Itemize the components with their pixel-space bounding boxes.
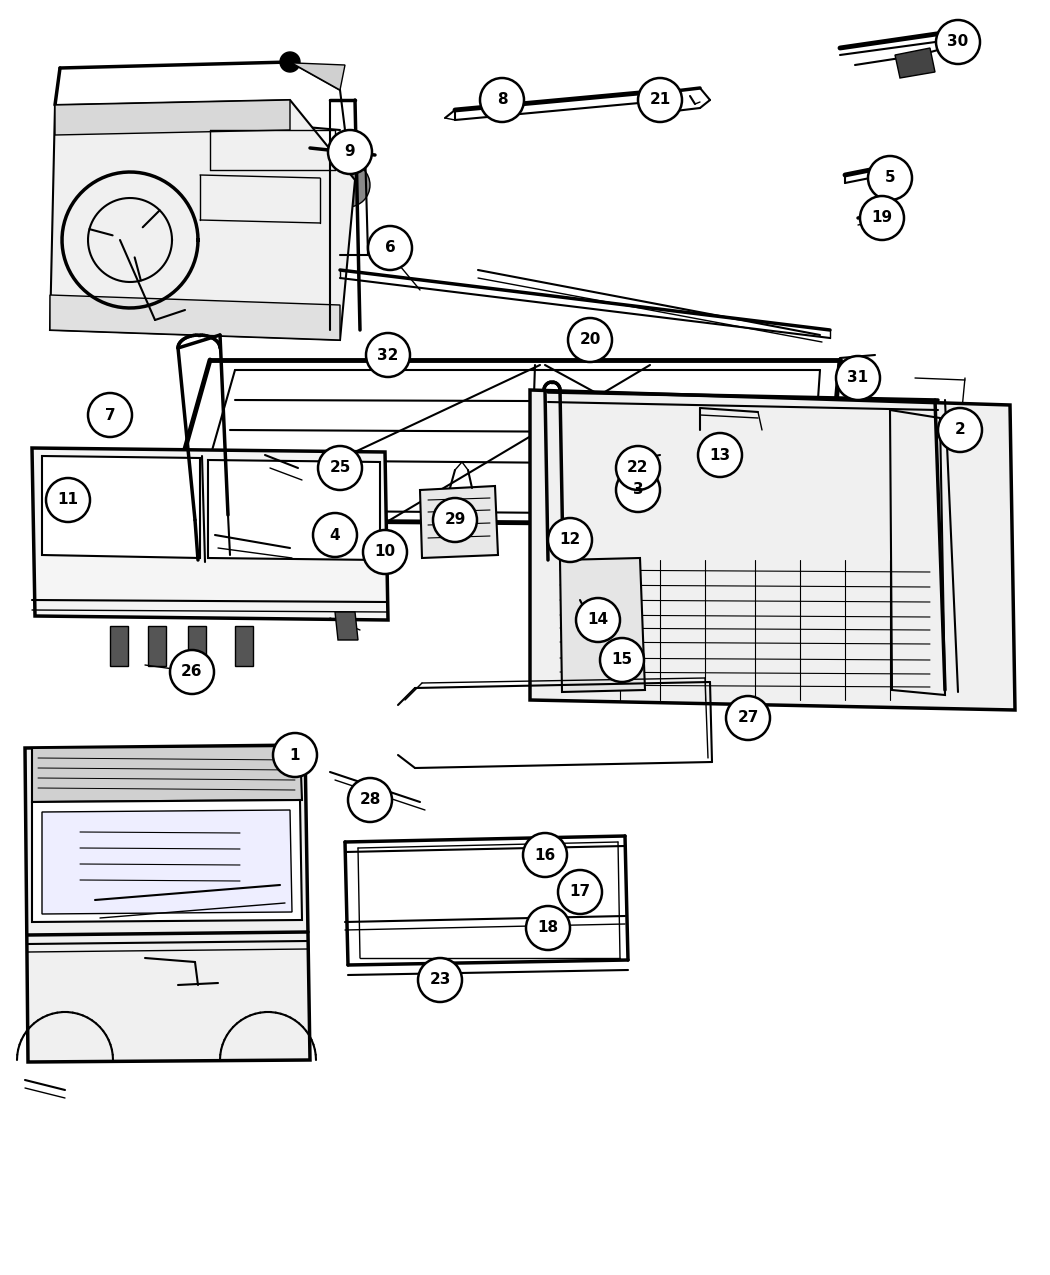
Text: 28: 28 xyxy=(359,793,381,807)
Text: 14: 14 xyxy=(587,612,609,627)
Circle shape xyxy=(558,870,602,914)
Circle shape xyxy=(698,434,742,477)
Polygon shape xyxy=(290,62,345,91)
Circle shape xyxy=(433,499,477,542)
Circle shape xyxy=(480,78,524,122)
Text: 9: 9 xyxy=(344,144,355,159)
Circle shape xyxy=(279,134,311,166)
Circle shape xyxy=(600,638,644,682)
Text: 19: 19 xyxy=(872,210,892,226)
Circle shape xyxy=(318,446,362,490)
Circle shape xyxy=(368,226,412,270)
Circle shape xyxy=(576,598,620,643)
Text: 11: 11 xyxy=(58,492,79,507)
Text: 2: 2 xyxy=(954,422,965,437)
Text: 26: 26 xyxy=(182,664,203,680)
Polygon shape xyxy=(55,99,290,135)
Polygon shape xyxy=(420,486,498,558)
Circle shape xyxy=(88,393,132,437)
Circle shape xyxy=(234,134,266,166)
Polygon shape xyxy=(50,295,340,340)
Bar xyxy=(130,952,185,975)
Circle shape xyxy=(580,593,590,603)
Text: 25: 25 xyxy=(330,460,351,476)
Text: 6: 6 xyxy=(384,241,396,255)
Text: 32: 32 xyxy=(377,348,399,362)
Polygon shape xyxy=(148,626,166,666)
Text: 7: 7 xyxy=(105,408,116,422)
Circle shape xyxy=(418,958,462,1002)
Circle shape xyxy=(726,696,770,740)
Text: 15: 15 xyxy=(611,653,632,668)
Polygon shape xyxy=(895,48,934,78)
Polygon shape xyxy=(32,799,302,922)
Polygon shape xyxy=(42,456,200,558)
Polygon shape xyxy=(32,746,302,802)
Circle shape xyxy=(836,356,880,400)
Text: 16: 16 xyxy=(534,848,555,862)
Circle shape xyxy=(158,861,179,880)
Circle shape xyxy=(868,156,912,200)
Circle shape xyxy=(616,446,660,490)
Circle shape xyxy=(638,78,682,122)
Text: 31: 31 xyxy=(847,371,868,385)
Text: 1: 1 xyxy=(290,747,300,762)
Polygon shape xyxy=(560,558,645,692)
Circle shape xyxy=(548,518,592,562)
Circle shape xyxy=(616,468,660,513)
Text: 12: 12 xyxy=(560,533,581,547)
Circle shape xyxy=(313,513,357,557)
Polygon shape xyxy=(188,626,206,666)
Circle shape xyxy=(326,163,370,207)
Polygon shape xyxy=(530,390,1015,710)
Circle shape xyxy=(363,530,407,574)
Circle shape xyxy=(273,733,317,776)
Text: 10: 10 xyxy=(375,544,396,560)
Circle shape xyxy=(938,408,982,453)
Text: 4: 4 xyxy=(330,528,340,542)
Text: 3: 3 xyxy=(633,482,644,497)
Circle shape xyxy=(936,20,980,64)
Text: 5: 5 xyxy=(885,171,896,185)
Polygon shape xyxy=(235,626,253,666)
Bar xyxy=(35,940,60,975)
Circle shape xyxy=(523,833,567,877)
Polygon shape xyxy=(110,626,128,666)
Circle shape xyxy=(242,142,259,159)
Text: 18: 18 xyxy=(538,921,559,936)
Circle shape xyxy=(348,778,392,822)
Polygon shape xyxy=(208,460,380,560)
Polygon shape xyxy=(42,810,292,914)
Circle shape xyxy=(46,478,90,521)
Text: 8: 8 xyxy=(497,93,507,107)
Circle shape xyxy=(328,130,372,173)
Text: 23: 23 xyxy=(429,973,450,988)
Polygon shape xyxy=(25,745,310,1062)
Text: 30: 30 xyxy=(947,34,968,50)
Circle shape xyxy=(280,52,300,71)
Circle shape xyxy=(170,650,214,694)
Text: 13: 13 xyxy=(710,448,731,463)
Text: 29: 29 xyxy=(444,513,466,528)
Circle shape xyxy=(366,333,410,377)
Text: 21: 21 xyxy=(649,93,671,107)
Bar xyxy=(270,940,295,975)
Text: 22: 22 xyxy=(627,460,649,476)
Circle shape xyxy=(123,825,213,915)
Circle shape xyxy=(860,196,904,240)
Circle shape xyxy=(526,907,570,950)
Circle shape xyxy=(568,317,612,362)
Polygon shape xyxy=(50,99,355,340)
Text: 17: 17 xyxy=(569,885,590,899)
Circle shape xyxy=(286,142,304,159)
Polygon shape xyxy=(32,448,388,620)
Text: 27: 27 xyxy=(737,710,759,725)
Circle shape xyxy=(112,222,148,258)
Text: 20: 20 xyxy=(580,333,601,348)
Polygon shape xyxy=(335,612,358,640)
